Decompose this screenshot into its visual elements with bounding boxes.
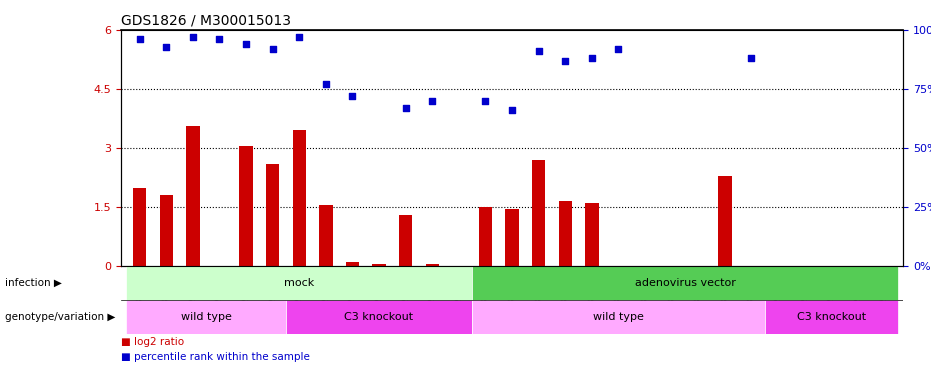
Point (532, 48, 546, 54)
Bar (186, 126, 199, 266)
Bar (127, 266, 472, 300)
Bar (472, 266, 897, 300)
Point (744, 56, 759, 62)
Point (185, 34, 200, 40)
Text: ■ percentile rank within the sample: ■ percentile rank within the sample (121, 352, 310, 362)
Point (345, 93, 360, 99)
Bar (532, 160, 546, 266)
Bar (506, 209, 519, 266)
Text: wild type: wild type (181, 312, 232, 322)
Point (318, 81, 333, 87)
Text: adenovirus vector: adenovirus vector (635, 278, 735, 288)
Bar (472, 300, 764, 334)
Bar (718, 176, 732, 266)
Bar (559, 201, 572, 266)
Point (132, 36, 147, 42)
Bar (292, 130, 306, 266)
Bar (345, 261, 359, 266)
Point (291, 34, 306, 40)
Bar (133, 188, 146, 266)
Bar (764, 300, 897, 334)
Point (238, 41, 253, 47)
Point (159, 44, 174, 50)
Bar (399, 215, 412, 266)
Point (585, 56, 600, 62)
Point (265, 46, 280, 52)
Bar (586, 203, 599, 266)
Point (611, 46, 626, 52)
Point (505, 107, 519, 113)
Text: C3 knockout: C3 knockout (344, 312, 413, 322)
Point (212, 36, 227, 42)
Point (398, 105, 413, 111)
Bar (479, 207, 492, 266)
Bar (159, 195, 173, 266)
Point (425, 98, 439, 104)
Bar (286, 300, 472, 334)
Point (558, 58, 573, 64)
Bar (266, 164, 279, 266)
Bar (127, 300, 286, 334)
Text: genotype/variation ▶: genotype/variation ▶ (5, 312, 115, 322)
Bar (425, 264, 439, 266)
Bar (319, 205, 332, 266)
Bar (239, 146, 252, 266)
Bar (372, 264, 385, 266)
Point (478, 98, 492, 104)
Text: C3 knockout: C3 knockout (797, 312, 866, 322)
Text: ■ log2 ratio: ■ log2 ratio (121, 337, 184, 347)
Text: infection ▶: infection ▶ (5, 278, 61, 288)
Text: wild type: wild type (593, 312, 644, 322)
Text: GDS1826 / M300015013: GDS1826 / M300015013 (121, 13, 291, 27)
Text: mock: mock (284, 278, 315, 288)
